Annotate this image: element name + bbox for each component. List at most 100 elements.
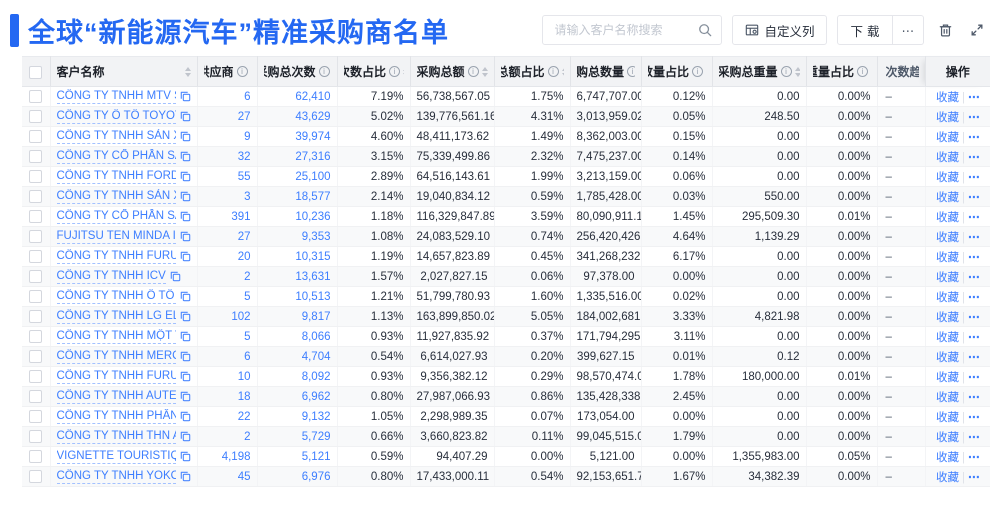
info-icon[interactable]: i [857, 66, 869, 77]
favorite-link[interactable]: 收藏 [936, 111, 959, 124]
row-more-button[interactable]: ⋯ [968, 431, 980, 444]
supplier-count[interactable]: 5 [197, 326, 258, 347]
row-checkbox[interactable] [29, 230, 43, 243]
copy-icon[interactable] [180, 471, 191, 482]
customer-name-link[interactable]: CÔNG TY TNHH PHÂN PHỐI T... [56, 410, 176, 424]
favorite-link[interactable]: 收藏 [936, 391, 959, 404]
purchase-count[interactable]: 13,631 [257, 266, 338, 287]
purchase-count[interactable]: 10,315 [257, 246, 338, 267]
favorite-link[interactable]: 收藏 [936, 471, 959, 484]
supplier-count[interactable]: 6 [197, 86, 258, 107]
customer-name-link[interactable]: CÔNG TY TNHH YOKOWO VIỆT... [56, 469, 176, 484]
customer-name-link[interactable]: CÔNG TY Ô TÔ TOYOTA VIỆT ... [56, 110, 176, 124]
customer-name-link[interactable]: CÔNG TY TNHH MỘT THÀNH V... [56, 329, 176, 344]
row-checkbox[interactable] [29, 390, 43, 403]
supplier-count[interactable]: 5 [197, 286, 258, 307]
supplier-count[interactable]: 45 [197, 466, 258, 487]
purchase-count[interactable]: 6,962 [257, 386, 338, 407]
row-checkbox[interactable] [29, 150, 43, 163]
customer-name-link[interactable]: CÔNG TY CỔ PHẦN SẢN XUẤT... [56, 150, 176, 164]
copy-icon[interactable] [180, 331, 191, 342]
favorite-link[interactable]: 收藏 [936, 291, 959, 304]
customer-name-link[interactable]: CÔNG TY TNHH THN AUTOPAR... [56, 429, 176, 444]
row-more-button[interactable]: ⋯ [968, 411, 980, 424]
row-checkbox[interactable] [29, 170, 43, 183]
search-input[interactable] [552, 22, 699, 38]
favorite-link[interactable]: 收藏 [936, 151, 959, 164]
purchase-count[interactable]: 8,092 [257, 366, 338, 387]
copy-icon[interactable] [180, 111, 191, 122]
row-more-button[interactable]: ⋯ [968, 371, 980, 384]
row-checkbox[interactable] [29, 130, 43, 143]
column-header-count_pct[interactable]: 次数占比 i [337, 56, 411, 87]
row-checkbox[interactable] [29, 410, 43, 423]
copy-icon[interactable] [180, 151, 191, 162]
row-more-button[interactable]: ⋯ [968, 211, 980, 224]
row-checkbox[interactable] [29, 210, 43, 223]
row-more-button[interactable]: ⋯ [968, 191, 980, 204]
toolbar-more-button[interactable]: ⋯ [892, 15, 924, 45]
favorite-link[interactable]: 收藏 [936, 191, 959, 204]
row-more-button[interactable]: ⋯ [968, 291, 980, 304]
info-icon[interactable]: i [692, 66, 704, 77]
row-checkbox[interactable] [29, 450, 43, 463]
customer-name-link[interactable]: CÔNG TY TNHH FURUKAWA A... [56, 370, 176, 384]
copy-icon[interactable] [180, 131, 191, 142]
search-icon[interactable] [698, 23, 712, 37]
purchase-count[interactable]: 6,976 [257, 466, 338, 487]
supplier-count[interactable]: 9 [197, 126, 258, 147]
purchase-count[interactable]: 5,121 [257, 446, 338, 467]
row-checkbox[interactable] [29, 290, 43, 303]
column-header-supplier[interactable]: 供应商 i [197, 56, 258, 87]
favorite-link[interactable]: 收藏 [936, 271, 959, 284]
row-more-button[interactable]: ⋯ [968, 311, 980, 324]
row-more-button[interactable]: ⋯ [968, 151, 980, 164]
purchase-count[interactable]: 43,629 [257, 106, 338, 127]
customer-name-link[interactable]: VIGNETTE TOURISTIQUE G UNI... [56, 449, 176, 464]
customer-name-link[interactable]: CÔNG TY TNHH SẢN XUẤT VÀ ... [56, 129, 176, 144]
purchase-count[interactable]: 9,817 [257, 306, 338, 327]
supplier-count[interactable]: 32 [197, 146, 258, 167]
select-all-checkbox[interactable] [29, 65, 43, 79]
info-icon[interactable]: i [236, 66, 248, 77]
copy-icon[interactable] [180, 171, 191, 182]
column-header-weight[interactable]: 采购总重量 i [712, 56, 807, 87]
copy-icon[interactable] [180, 431, 191, 442]
supplier-count[interactable]: 27 [197, 106, 258, 127]
favorite-link[interactable]: 收藏 [936, 371, 959, 384]
info-icon[interactable]: i [467, 66, 479, 77]
copy-icon[interactable] [180, 211, 191, 222]
purchase-count[interactable]: 5,729 [257, 426, 338, 447]
customer-name-link[interactable]: CÔNG TY TNHH LG ELECTRON... [56, 309, 176, 324]
customer-name-link[interactable]: FUJITSU TEN MINDA INDIA PVT... [56, 230, 176, 244]
supplier-count[interactable]: 10 [197, 366, 258, 387]
purchase-count[interactable]: 10,236 [257, 206, 338, 227]
row-checkbox[interactable] [29, 430, 43, 443]
column-header-amount_pct[interactable]: 总额占比 i [494, 56, 571, 87]
column-header-name[interactable]: 客户名称 [50, 56, 198, 87]
purchase-count[interactable]: 9,353 [257, 226, 338, 247]
copy-icon[interactable] [180, 291, 191, 302]
row-more-button[interactable]: ⋯ [968, 231, 980, 244]
copy-icon[interactable] [180, 351, 191, 362]
favorite-link[interactable]: 收藏 [936, 171, 959, 184]
supplier-count[interactable]: 22 [197, 406, 258, 427]
supplier-count[interactable]: 18 [197, 386, 258, 407]
customer-name-link[interactable]: CÔNG TY TNHH MTV SẢN XUẤ... [56, 89, 176, 104]
purchase-count[interactable]: 4,704 [257, 346, 338, 367]
info-icon[interactable]: i [389, 66, 401, 77]
row-more-button[interactable]: ⋯ [968, 331, 980, 344]
row-checkbox[interactable] [29, 250, 43, 263]
copy-icon[interactable] [180, 411, 191, 422]
customer-name-link[interactable]: CÔNG TY TNHH FORD VIỆT NAM [56, 169, 176, 184]
info-icon[interactable]: i [318, 66, 330, 77]
favorite-link[interactable]: 收藏 [936, 131, 959, 144]
favorite-link[interactable]: 收藏 [936, 231, 959, 244]
copy-icon[interactable] [180, 251, 191, 262]
supplier-count[interactable]: 391 [197, 206, 258, 227]
favorite-link[interactable]: 收藏 [936, 251, 959, 264]
purchase-count[interactable]: 18,577 [257, 186, 338, 207]
row-more-button[interactable]: ⋯ [968, 111, 980, 124]
customize-columns-button[interactable]: 自定义列 [732, 15, 828, 45]
row-more-button[interactable]: ⋯ [968, 131, 980, 144]
